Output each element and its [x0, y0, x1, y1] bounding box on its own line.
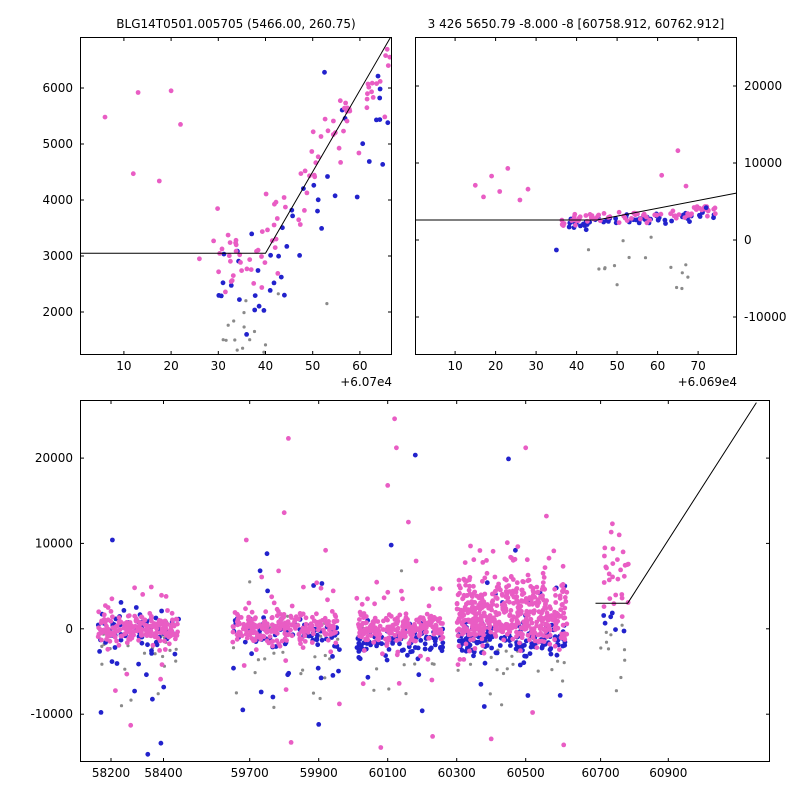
- svg-text:60700: 60700: [582, 766, 620, 780]
- subplot-top-left: 10 20 30 40 50 60 2000 3000 4000 5000 6000 +6.07e4: [42, 37, 392, 389]
- svg-text:58200: 58200: [92, 766, 130, 780]
- svg-text:6000: 6000: [42, 81, 73, 95]
- svg-text:20: 20: [488, 359, 503, 373]
- svg-text:0: 0: [744, 233, 752, 247]
- scatter-canvas-bottom: 58200 58400 59700 59900 60100 60300 60500 60700…: [30, 400, 770, 780]
- svg-text:60900: 60900: [649, 766, 687, 780]
- svg-text:0: 0: [65, 622, 73, 636]
- svg-text:20: 20: [163, 359, 178, 373]
- svg-text:10000: 10000: [744, 156, 782, 170]
- svg-text:+6.069e4: +6.069e4: [678, 375, 737, 389]
- subplot-top-right: 10 20 30 40 50 60 70 -10000 0 10000 20000 +6.069e4: [415, 37, 787, 389]
- svg-text:30: 30: [528, 359, 543, 373]
- svg-text:20000: 20000: [744, 79, 782, 93]
- scatter-canvas-top-right: 10 20 30 40 50 60 70 -10000 0 10000 20000 +6.069e4: [415, 37, 787, 389]
- svg-text:50: 50: [305, 359, 320, 373]
- svg-text:70: 70: [690, 359, 705, 373]
- svg-text:4000: 4000: [42, 193, 73, 207]
- subplot-bottom: 58200 58400 59700 59900 60100 60300 60500 60700…: [30, 400, 770, 780]
- svg-text:2000: 2000: [42, 305, 73, 319]
- svg-text:-10000: -10000: [30, 707, 73, 721]
- scatter-canvas-top-left: 10 20 30 40 50 60 2000 3000 4000 5000 6000 +6.07e4: [42, 37, 392, 389]
- svg-text:60500: 60500: [507, 766, 545, 780]
- svg-text:3000: 3000: [42, 249, 73, 263]
- svg-text:10: 10: [447, 359, 462, 373]
- svg-text:+6.07e4: +6.07e4: [340, 375, 392, 389]
- svg-text:58400: 58400: [144, 766, 182, 780]
- svg-text:40: 40: [569, 359, 584, 373]
- top-left-title: BLG14T0501.005705 (5466.00, 260.75): [116, 17, 356, 31]
- svg-text:59900: 59900: [300, 766, 338, 780]
- svg-text:60: 60: [352, 359, 367, 373]
- svg-text:20000: 20000: [35, 451, 73, 465]
- svg-text:10000: 10000: [35, 536, 73, 550]
- svg-text:60: 60: [650, 359, 665, 373]
- svg-text:60100: 60100: [369, 766, 407, 780]
- svg-text:59700: 59700: [231, 766, 269, 780]
- svg-text:40: 40: [258, 359, 273, 373]
- svg-text:60300: 60300: [438, 766, 476, 780]
- top-right-title: 3 426 5650.79 -8.000 -8 [60758.912, 6076…: [427, 17, 725, 31]
- svg-text:-10000: -10000: [744, 310, 787, 324]
- svg-text:50: 50: [609, 359, 624, 373]
- svg-text:30: 30: [211, 359, 226, 373]
- svg-text:10: 10: [116, 359, 131, 373]
- svg-text:5000: 5000: [42, 137, 73, 151]
